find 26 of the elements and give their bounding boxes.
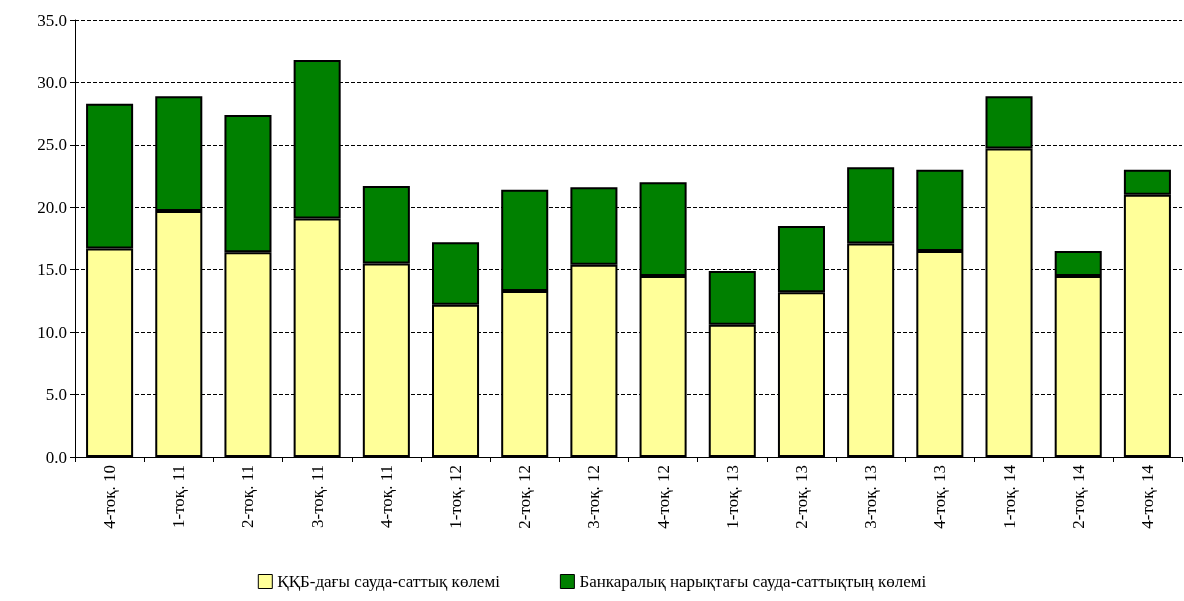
x-tick-label: 2-тоқ. 13 bbox=[791, 465, 811, 529]
x-tick-label: 2-тоқ. 12 bbox=[515, 465, 535, 529]
x-tick-label: 1-тоқ. 14 bbox=[999, 464, 1019, 529]
y-tick-label: 20.0 bbox=[37, 197, 67, 217]
y-tick-label: 5.0 bbox=[45, 385, 67, 405]
x-tick-label: 2-тоқ. 14 bbox=[1068, 464, 1088, 529]
y-tick-label: 30.0 bbox=[37, 72, 67, 92]
y-tick-label: 35.0 bbox=[37, 10, 67, 30]
x-tick-label: 4-тоқ. 11 bbox=[376, 465, 396, 528]
x-tick-label: 4-тоқ. 12 bbox=[653, 465, 673, 529]
x-tick-label: 4-тоқ. 14 bbox=[1137, 464, 1157, 529]
y-tick-label: 15.0 bbox=[37, 260, 67, 280]
x-tick-label: 1-тоқ. 11 bbox=[169, 465, 189, 528]
y-tick-label: 0.0 bbox=[45, 447, 67, 467]
x-tick-label: 1-тоқ. 12 bbox=[446, 465, 466, 529]
legend-label: ҚҚБ-дағы сауда-саттық көлемі bbox=[277, 572, 501, 591]
x-tick-label: 3-тоқ. 11 bbox=[307, 465, 327, 528]
x-tick-label: 3-тоқ. 12 bbox=[584, 465, 604, 529]
legend-label: Банкаралық нарықтағы сауда-саттықтың көлемі bbox=[579, 572, 927, 591]
x-tick-label: 4-тоқ. 13 bbox=[930, 465, 950, 529]
x-tick-label: 3-тоқ. 13 bbox=[861, 465, 881, 529]
y-tick-label: 25.0 bbox=[37, 135, 67, 155]
x-tick-label: 2-тоқ. 11 bbox=[238, 465, 258, 528]
x-tick-label: 4-тоқ. 10 bbox=[100, 465, 120, 529]
x-tick-label: 1-тоқ. 13 bbox=[722, 465, 742, 529]
y-tick-label: 10.0 bbox=[37, 322, 67, 342]
